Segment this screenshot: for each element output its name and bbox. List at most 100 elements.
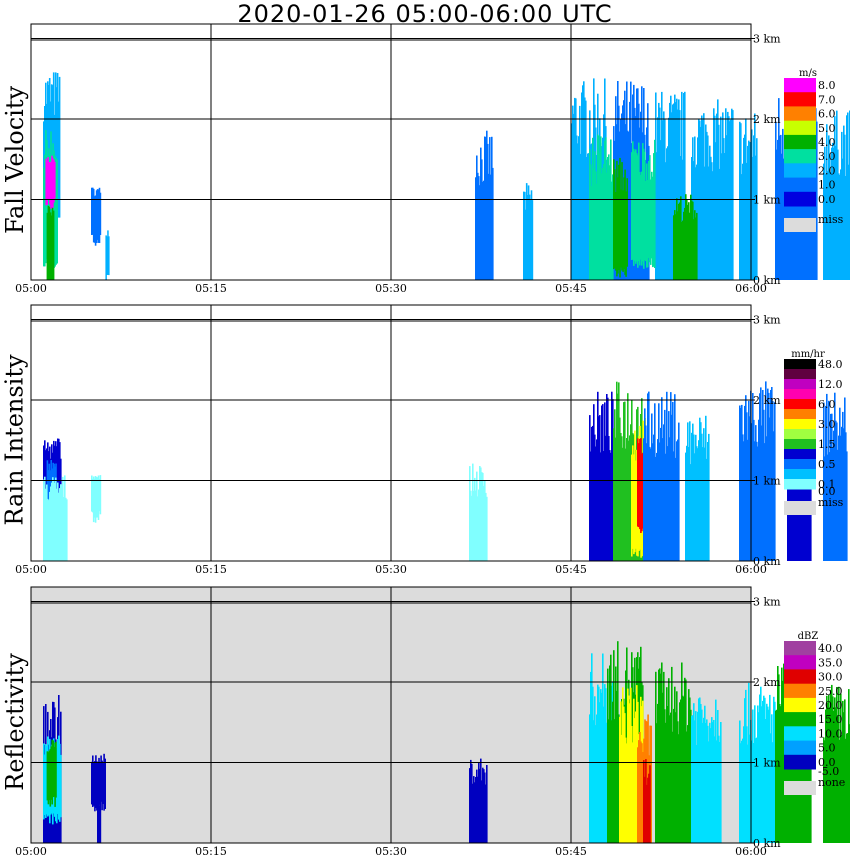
data-cell-pixel (801, 425, 803, 561)
data-cell-pixel (698, 440, 700, 561)
data-cell-pixel (95, 190, 98, 243)
data-cell-pixel (101, 760, 103, 811)
data-cell-pixel (614, 409, 616, 561)
data-cell-pixel (753, 743, 755, 843)
data-cell-pixel (765, 719, 767, 843)
data-cell-pixel (835, 420, 837, 561)
data-cell-pixel (97, 189, 100, 243)
data-cell-pixel (759, 393, 761, 561)
data-cell-pixel (606, 722, 608, 843)
data-cell-pixel (609, 165, 611, 280)
data-cell-pixel (680, 196, 682, 280)
data-cell-pixel (603, 451, 605, 561)
legend-unit: mm/hr (791, 349, 825, 360)
data-cell-pixel (51, 155, 53, 207)
data-cell-pixel (759, 694, 761, 843)
data-cell (673, 194, 698, 280)
data-cell-pixel (668, 678, 670, 843)
data-cell-pixel (607, 397, 609, 561)
data-cell-pixel (683, 211, 685, 280)
data-cell-pixel (762, 700, 764, 843)
data-cell-pixel (630, 424, 632, 561)
x-tick-label: 05:15 (195, 845, 227, 858)
legend-label: 30.0 (818, 671, 843, 684)
data-cell-pixel (524, 191, 526, 280)
data-cell-pixel (597, 134, 599, 280)
data-cell-pixel (635, 711, 637, 843)
data-cell-pixel (796, 439, 798, 561)
data-cell-pixel (650, 725, 652, 843)
data-cell-pixel (654, 139, 656, 268)
y-tick-label: 0 km (753, 555, 781, 568)
data-cell-pixel (634, 151, 636, 261)
data-cell-pixel (582, 85, 584, 280)
data-cell-pixel (640, 174, 642, 260)
data-cell-pixel (842, 411, 844, 561)
data-cell-pixel (65, 497, 67, 561)
data-cell-pixel (595, 725, 597, 843)
x-tick-label: 05:30 (375, 563, 407, 576)
data-cell-pixel (99, 761, 101, 811)
legend-label: 20.0 (818, 699, 843, 712)
data-cell-pixel (836, 687, 838, 843)
data-cell-pixel (617, 641, 619, 843)
data-cell-pixel (692, 423, 694, 561)
data-cell-pixel (652, 176, 654, 268)
data-cell-pixel (678, 734, 680, 843)
data-cell-pixel (612, 701, 614, 843)
legend-swatch (784, 726, 816, 741)
data-cell-pixel (666, 148, 668, 280)
data-cell-pixel (831, 684, 833, 843)
data-cell-pixel (839, 175, 841, 280)
data-cell-pixel (832, 142, 834, 280)
data-cell-pixel (704, 447, 706, 561)
data-cell-pixel (680, 699, 682, 843)
data-cell-pixel (800, 147, 802, 280)
data-cell-pixel (598, 135, 600, 280)
data-cell-pixel (45, 450, 47, 524)
data-cell-pixel (57, 438, 59, 519)
data-cell-pixel (588, 153, 590, 280)
data-cell-pixel (679, 202, 681, 280)
data-cell (91, 475, 102, 523)
legend-label: -5.0 (818, 765, 839, 778)
y-tick-label: 0 km (753, 837, 781, 850)
data-cell-pixel (757, 446, 759, 561)
data-cell-pixel (741, 404, 743, 561)
data-cell-pixel (708, 741, 710, 843)
data-cell-pixel (486, 496, 488, 561)
data-cell-pixel (47, 157, 49, 199)
data-cell-pixel (716, 113, 718, 280)
data-cell-pixel (663, 671, 665, 843)
x-tick-label: 06:00 (735, 845, 767, 858)
data-cell-pixel (592, 686, 594, 843)
data-cell-pixel (710, 156, 712, 280)
data-cell-pixel (637, 438, 639, 527)
data-cell-pixel (687, 422, 689, 561)
data-cell-pixel (699, 417, 701, 561)
data-cell-pixel (835, 145, 837, 280)
data-cell-pixel (594, 434, 596, 561)
data-cell-pixel (660, 427, 662, 561)
plot-frame (30, 586, 752, 844)
data-cell-pixel (482, 767, 484, 843)
data-cell-pixel (832, 696, 834, 843)
data-cell-pixel (758, 712, 760, 843)
data-cell-pixel (576, 135, 578, 280)
data-cell-pixel (836, 110, 838, 280)
data-cell-pixel (827, 171, 829, 280)
data-cell-pixel (681, 222, 683, 280)
data-cell-pixel (49, 212, 52, 280)
data-cell-pixel (478, 176, 480, 280)
data-cell-pixel (650, 179, 652, 265)
data-cell-pixel (844, 134, 846, 280)
legend-swatch (784, 754, 816, 770)
legend-swatch (784, 389, 816, 400)
data-cell-pixel (97, 801, 100, 843)
data-cell-pixel (685, 452, 687, 561)
data-cell-pixel (46, 484, 48, 561)
legend-label: 8.0 (818, 79, 836, 92)
data-cell-pixel (837, 449, 839, 561)
data-cell-pixel (700, 422, 702, 561)
